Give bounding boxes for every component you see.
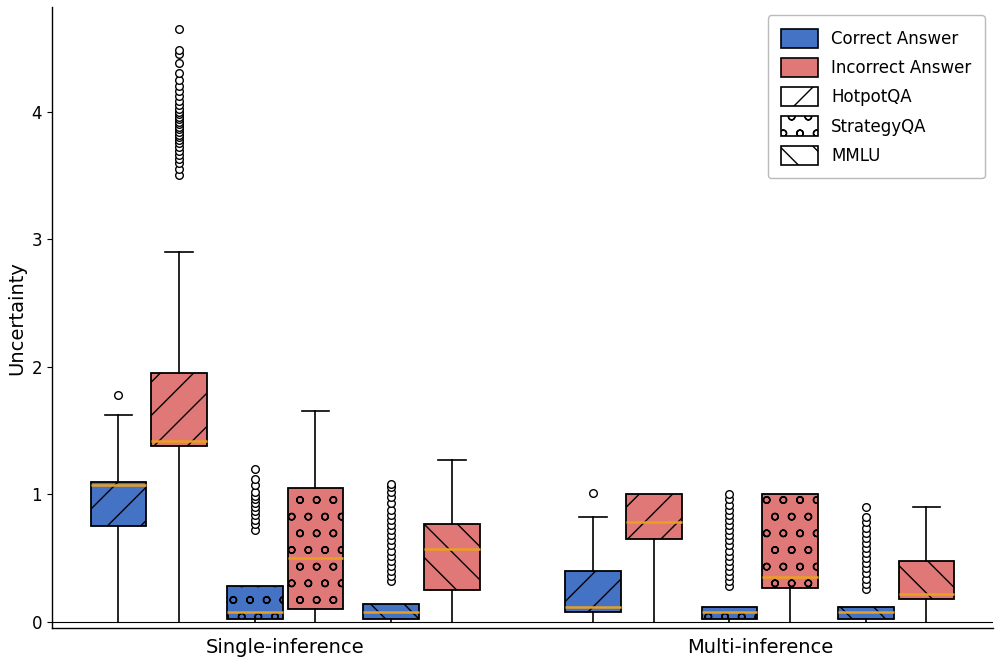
- Y-axis label: Uncertainty: Uncertainty: [7, 261, 26, 374]
- Bar: [565, 571, 621, 612]
- Bar: [702, 607, 757, 620]
- Bar: [424, 524, 480, 590]
- Bar: [227, 586, 283, 620]
- Bar: [626, 495, 682, 539]
- Bar: [288, 488, 343, 609]
- Bar: [363, 604, 419, 620]
- Legend: Correct Answer, Incorrect Answer, HotpotQA, StrategyQA, MMLU: Correct Answer, Incorrect Answer, Hotpot…: [768, 15, 985, 178]
- Bar: [762, 495, 818, 588]
- Bar: [899, 560, 954, 599]
- Bar: [151, 373, 207, 446]
- Bar: [838, 607, 894, 620]
- Bar: [91, 481, 146, 527]
